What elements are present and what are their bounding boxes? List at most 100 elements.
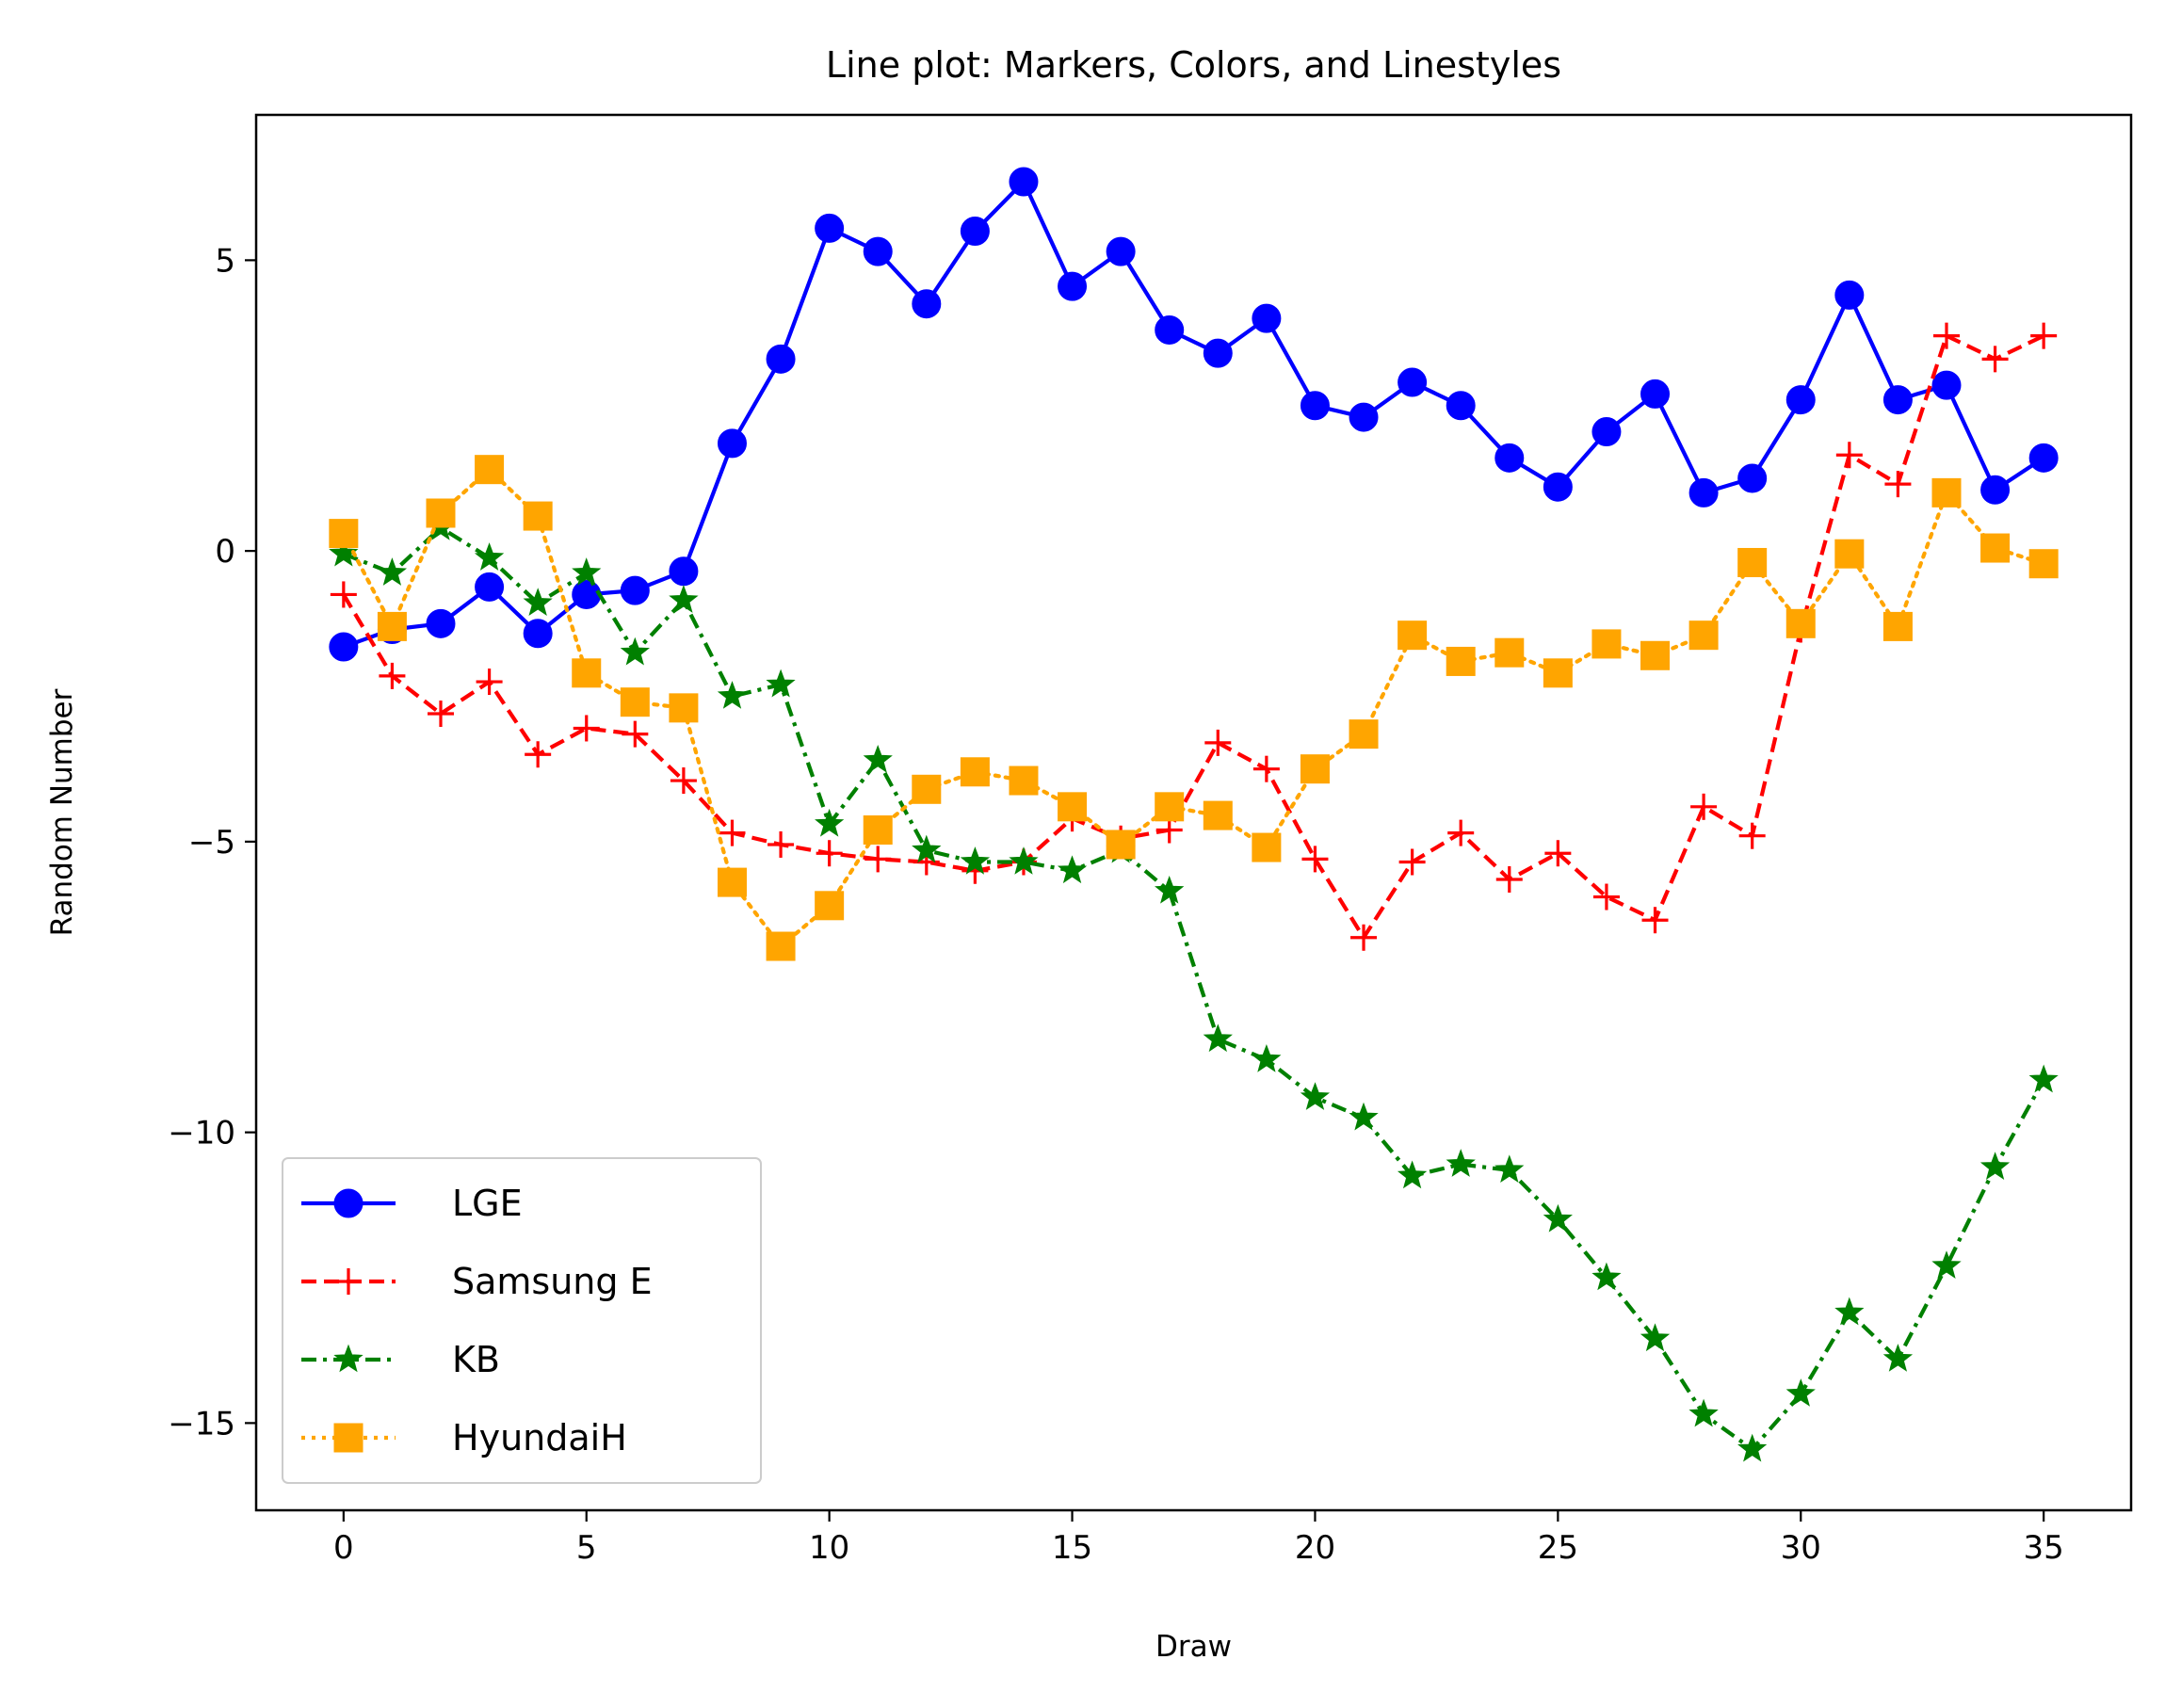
- x-tick-label: 25: [1538, 1529, 1578, 1567]
- data-point: [1398, 620, 1428, 651]
- data-point: [1543, 472, 1573, 502]
- y-tick-label: −15: [168, 1405, 235, 1442]
- legend-entry: KB: [301, 1339, 500, 1380]
- data-point: [1884, 471, 1912, 498]
- data-point: [960, 757, 990, 787]
- data-point: [864, 846, 892, 873]
- data-point: [1785, 385, 1816, 415]
- data-point: [1349, 1102, 1379, 1131]
- data-point: [620, 636, 650, 666]
- legend: LGE Samsung E KB HyundaiH: [282, 1157, 762, 1484]
- series-lge: [329, 167, 2059, 662]
- data-point: [1882, 385, 1913, 415]
- legend-entry: LGE: [301, 1183, 523, 1224]
- data-point: [816, 840, 843, 867]
- data-point: [572, 557, 602, 586]
- data-point: [1252, 1043, 1282, 1072]
- data-point: [1980, 475, 2011, 505]
- legend-label: LGE: [452, 1183, 523, 1224]
- data-point: [1495, 866, 1523, 894]
- data-point: [523, 588, 553, 616]
- data-point: [1300, 391, 1330, 421]
- data-point: [2030, 322, 2058, 349]
- series-samsung-e: [330, 322, 2058, 951]
- y-axis-label: Random Number: [45, 688, 79, 936]
- data-point: [1544, 840, 1572, 867]
- data-point: [1203, 1023, 1233, 1053]
- data-point: [815, 891, 845, 921]
- data-point: [377, 557, 408, 586]
- x-tick-label: 10: [809, 1529, 849, 1567]
- data-point: [1058, 271, 1088, 301]
- data-point: [1350, 924, 1378, 951]
- data-point: [1979, 1152, 2011, 1180]
- data-point: [329, 519, 359, 549]
- data-point: [669, 585, 699, 613]
- data-point: [1591, 629, 1622, 659]
- data-point: [620, 687, 650, 717]
- data-point: [1931, 1250, 1962, 1279]
- x-tick-label: 5: [576, 1529, 597, 1567]
- data-point: [863, 744, 893, 773]
- data-point: [1737, 463, 1768, 493]
- data-point: [1203, 338, 1233, 368]
- data-point: [1688, 1398, 1719, 1427]
- legend-marker: [333, 1188, 364, 1218]
- series-kb: [329, 511, 2059, 1462]
- data-point: [523, 501, 553, 531]
- data-point: [1738, 822, 1766, 849]
- y-tick-label: −10: [168, 1115, 235, 1152]
- x-tick-label: 35: [2024, 1529, 2064, 1567]
- data-point: [1494, 637, 1525, 668]
- data-point: [428, 701, 455, 728]
- data-point: [1155, 314, 1185, 345]
- data-point: [912, 289, 942, 319]
- data-point: [1057, 855, 1088, 884]
- data-point: [1494, 1154, 1525, 1184]
- data-point: [1446, 391, 1476, 421]
- data-point: [912, 774, 942, 804]
- data-point: [717, 428, 747, 459]
- data-point: [1106, 830, 1136, 860]
- legend-entry: Samsung E: [301, 1261, 653, 1302]
- data-point: [960, 846, 991, 875]
- data-point: [1204, 729, 1232, 756]
- data-point: [1640, 379, 1671, 409]
- legend-marker: [333, 1344, 364, 1373]
- data-point: [1398, 367, 1428, 397]
- data-point: [426, 498, 456, 528]
- data-point: [863, 236, 893, 266]
- data-point: [1252, 832, 1282, 862]
- data-point: [1009, 846, 1039, 875]
- data-point: [573, 715, 600, 742]
- x-tick-label: 15: [1052, 1529, 1092, 1567]
- data-point: [670, 767, 697, 795]
- data-point: [620, 575, 650, 605]
- data-point: [1349, 719, 1379, 749]
- data-point: [1301, 846, 1329, 873]
- y-tick-label: 0: [215, 533, 235, 571]
- data-point: [572, 579, 602, 609]
- data-point: [1446, 646, 1476, 676]
- data-point: [1300, 754, 1330, 784]
- data-point: [1349, 402, 1379, 432]
- data-point: [766, 669, 796, 698]
- series-line: [341, 467, 2046, 949]
- data-point: [1737, 547, 1768, 577]
- x-axis-ticks: 0 5 10 15 20 25 30 35: [333, 1510, 2064, 1567]
- data-point: [717, 867, 747, 897]
- data-point: [1397, 1160, 1428, 1189]
- data-point: [1543, 658, 1573, 688]
- data-point: [815, 213, 845, 243]
- data-point: [1931, 477, 1962, 508]
- data-point: [330, 581, 357, 608]
- legend-entry: HyundaiH: [301, 1417, 627, 1458]
- legend-box: [282, 1157, 762, 1484]
- data-point: [523, 619, 553, 649]
- data-point: [572, 658, 602, 688]
- data-point: [1834, 539, 1865, 569]
- data-point: [1446, 1149, 1476, 1177]
- legend-label: HyundaiH: [452, 1417, 627, 1458]
- data-point: [475, 572, 505, 602]
- data-point: [669, 556, 699, 587]
